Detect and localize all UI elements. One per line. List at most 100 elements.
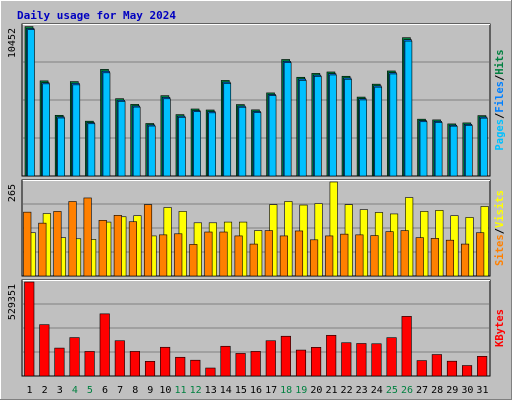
bar-sites-day-17 — [264, 230, 273, 277]
bar-sites-day-30 — [461, 243, 470, 277]
x-tick-label-day-24: 24 — [371, 385, 383, 396]
bar-sites-day-16 — [249, 243, 258, 277]
x-tick-label-day-14: 14 — [220, 385, 232, 396]
bar-pages-day-29 — [449, 125, 458, 177]
x-tick-label-day-15: 15 — [235, 385, 247, 396]
bar-pages-day-9 — [147, 125, 156, 177]
legend-item: / — [494, 113, 506, 119]
bar-pages-day-3 — [57, 117, 65, 177]
bar-kbytes-day-24 — [371, 343, 382, 377]
bar-sites-day-8 — [128, 221, 137, 277]
bar-pages-day-28 — [434, 122, 443, 177]
bar-sites-day-4 — [68, 201, 77, 277]
x-tick-label-day-23: 23 — [356, 385, 368, 396]
x-tick-label-day-30: 30 — [461, 385, 473, 396]
x-tick-label-day-5: 5 — [87, 385, 93, 396]
bar-sites-day-25 — [385, 231, 394, 277]
bar-kbytes-day-9 — [144, 361, 156, 377]
x-tick-label-day-29: 29 — [446, 385, 458, 396]
bar-pages-day-15 — [238, 106, 247, 177]
legend-item: Files — [494, 81, 506, 113]
x-tick-label-day-2: 2 — [42, 385, 48, 396]
legend-item: Visits — [494, 190, 506, 228]
bar-sites-day-6 — [98, 220, 107, 277]
bar-pages-day-18 — [283, 62, 292, 177]
bar-kbytes-day-30 — [462, 365, 473, 377]
bar-sites-day-14 — [219, 231, 228, 277]
bar-pages-day-31 — [480, 117, 488, 177]
bar-kbytes-day-7 — [114, 340, 125, 377]
panel-pages-files-hits-legend: Pages/Files/Hits — [494, 49, 506, 150]
bar-sites-day-22 — [340, 233, 349, 277]
panel-sites-visits-max-label: 265 — [7, 184, 18, 202]
bar-pages-day-6 — [102, 72, 111, 177]
bar-kbytes-day-5 — [84, 351, 95, 377]
x-tick-label-day-18: 18 — [280, 385, 292, 396]
bar-pages-day-8 — [132, 106, 141, 177]
x-tick-label-day-6: 6 — [102, 385, 108, 396]
x-tick-label-day-12: 12 — [190, 385, 202, 396]
bar-kbytes-day-22 — [341, 342, 352, 377]
bar-kbytes-day-14 — [220, 345, 231, 377]
bar-kbytes-day-13 — [205, 367, 216, 377]
x-tick-label-day-22: 22 — [341, 385, 353, 396]
x-tick-label-day-3: 3 — [57, 385, 63, 396]
bar-pages-day-23 — [359, 99, 367, 177]
panel-kbytes-max-label: 529351 — [7, 284, 18, 320]
bar-sites-day-2 — [38, 222, 47, 277]
bar-kbytes-day-1 — [24, 281, 35, 377]
bar-kbytes-day-10 — [160, 346, 171, 377]
bar-sites-day-3 — [53, 211, 62, 277]
bar-pages-day-16 — [253, 112, 262, 177]
legend-item: Hits — [494, 49, 506, 74]
x-tick-label-day-26: 26 — [401, 385, 413, 396]
bar-sites-day-15 — [234, 235, 243, 277]
bar-pages-day-14 — [223, 83, 232, 177]
bar-pages-day-7 — [117, 101, 126, 177]
bar-kbytes-day-17 — [265, 340, 276, 377]
x-tick-label-day-16: 16 — [250, 385, 262, 396]
x-tick-label-day-28: 28 — [431, 385, 443, 396]
panel-sites-visits-legend: Sites/Visits — [494, 190, 506, 266]
bar-kbytes-day-2 — [39, 324, 50, 377]
bar-sites-day-11 — [174, 233, 183, 277]
legend-item: KBytes — [494, 309, 506, 347]
legend-item: / — [494, 228, 506, 234]
bar-kbytes-day-18 — [280, 335, 291, 377]
bar-sites-day-26 — [400, 230, 409, 277]
legend-item: / — [494, 75, 506, 81]
x-tick-label-day-25: 25 — [386, 385, 398, 396]
bar-pages-day-26 — [404, 40, 413, 177]
bar-kbytes-day-21 — [326, 334, 337, 377]
x-tick-label-day-21: 21 — [325, 385, 337, 396]
bar-pages-day-19 — [298, 80, 307, 177]
chart-title: Daily usage for May 2024 — [17, 9, 176, 22]
bar-kbytes-day-8 — [129, 351, 140, 377]
bar-pages-day-5 — [87, 123, 96, 177]
bar-kbytes-day-26 — [401, 316, 412, 377]
bar-sites-day-12 — [189, 244, 198, 277]
bar-kbytes-day-6 — [99, 313, 110, 377]
x-tick-label-day-9: 9 — [147, 385, 153, 396]
x-tick-label-day-31: 31 — [476, 385, 488, 396]
x-tick-label-day-11: 11 — [174, 385, 186, 396]
bar-sites-day-10 — [159, 234, 168, 277]
x-tick-label-day-10: 10 — [159, 385, 171, 396]
bar-sites-day-1 — [23, 211, 32, 277]
bar-pages-day-12 — [193, 111, 201, 177]
bar-visits-day-21 — [329, 181, 338, 277]
x-tick-label-day-19: 19 — [295, 385, 307, 396]
bar-sites-day-29 — [445, 239, 455, 277]
bar-kbytes-day-20 — [311, 347, 322, 377]
bar-pages-day-24 — [374, 86, 383, 177]
bar-kbytes-day-15 — [235, 353, 246, 377]
bar-kbytes-day-12 — [190, 359, 201, 377]
x-tick-label-day-13: 13 — [205, 385, 217, 396]
bar-pages-day-17 — [268, 95, 277, 177]
bar-pages-day-25 — [389, 73, 398, 177]
bar-pages-day-11 — [178, 117, 186, 177]
panel-pages-files-hits-max-label: 10452 — [7, 28, 18, 58]
bar-sites-day-23 — [355, 234, 364, 277]
bar-kbytes-day-29 — [446, 360, 458, 377]
bar-sites-day-19 — [294, 230, 304, 277]
